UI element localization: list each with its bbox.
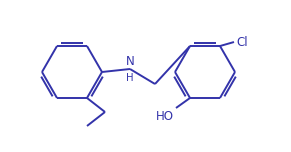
Text: N: N xyxy=(126,55,134,68)
Text: Cl: Cl xyxy=(236,36,248,48)
Text: H: H xyxy=(126,73,134,83)
Text: HO: HO xyxy=(156,110,174,123)
